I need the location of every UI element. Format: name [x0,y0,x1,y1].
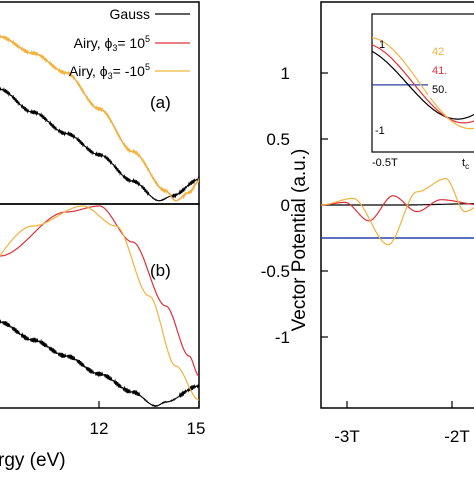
right-y-ticks: 1 0.5 0 -0.5 -1 [261,64,328,347]
inset-y-tick-label-minus-1: -1 [375,125,385,137]
inset-y-tick-label-1: 1 [379,39,385,51]
inset-label-box [428,40,474,98]
legend: Gauss Airy, ϕ3= 105 Airy, ϕ3= -105 [69,6,190,81]
panel-b-tag: (b) [150,261,171,280]
right-y-tick-label: 0.5 [266,130,290,149]
panel-b-series-group [0,205,199,408]
panel-b: (b) 12 15 rgy (eV) [0,203,206,471]
legend-airy-neg-sup: 5 [145,62,150,72]
legend-label-gauss: Gauss [110,6,150,22]
inset-tc-sub: c [465,162,469,171]
panel-a-tag: (a) [150,93,171,112]
right-x-tick-label-minus-2T: -2T [444,427,470,446]
legend-label-airy-neg: Airy, ϕ3= -105 [69,62,150,81]
panel-b-frame [0,203,200,409]
inset-series-group [372,37,474,130]
panel-right: Vector Potential (a.u.) 10.50-0.5-1 -3T … [261,1,474,446]
right-y-tick-label: -0.5 [261,262,290,281]
right-x-tick-label-minus-3T: -3T [334,427,360,446]
series-line-gauss [0,319,199,408]
legend-airy-neg-base: Airy, ϕ [69,63,108,79]
panel-a-series-group [0,34,199,202]
inset-curve [372,44,474,124]
inset-tc-base: t [462,157,465,169]
series-line-airy-3-10-5 [0,34,199,202]
right-y-tick-label: 0 [281,196,290,215]
inset-label-41: 41. [432,65,447,77]
inset-curve [372,37,474,130]
panel-b-x-axis-title: rgy (eV) [0,450,66,471]
legend-airy-neg-suffix: = -10 [113,63,146,79]
right-series-airy-3-10-5 [321,195,474,222]
right-y-axis-title: Vector Potential (a.u.) [289,149,310,332]
right-y-tick-label: 1 [281,64,290,83]
legend-airy-pos-base: Airy, ϕ [74,35,113,51]
series-line-airy-3-10-5 [0,205,199,401]
inset: 42 41. 50. 1 -1 -0.5T tc [371,13,474,171]
legend-airy-neg-sub: 3 [108,71,113,81]
panel-a: (a) [0,1,200,205]
inset-label-42: 42 [432,46,444,58]
inset-curve [372,50,474,120]
right-series-airy-3-10-5 [321,178,474,246]
right-y-tick-label: -1 [275,328,290,347]
inset-x-tick-label-minus-half-T: -0.5T [372,157,398,169]
right-series-gauss [321,203,474,206]
series-line-gauss [0,86,199,202]
panel-b-x-tick-label-12: 12 [90,419,109,438]
panel-b-x-tick-label-15: 15 [187,419,206,438]
right-series-group [321,178,474,246]
legend-airy-pos-sub: 3 [112,43,117,53]
legend-label-airy-pos: Airy, ϕ3= 105 [74,34,150,53]
series-line-airy-3-10-5 [0,205,199,377]
inset-x-tick-label-tc: tc [462,157,469,171]
legend-airy-pos-suffix: = 10 [117,35,145,51]
legend-airy-pos-sup: 5 [145,34,150,44]
inset-label-50: 50. [432,84,447,96]
